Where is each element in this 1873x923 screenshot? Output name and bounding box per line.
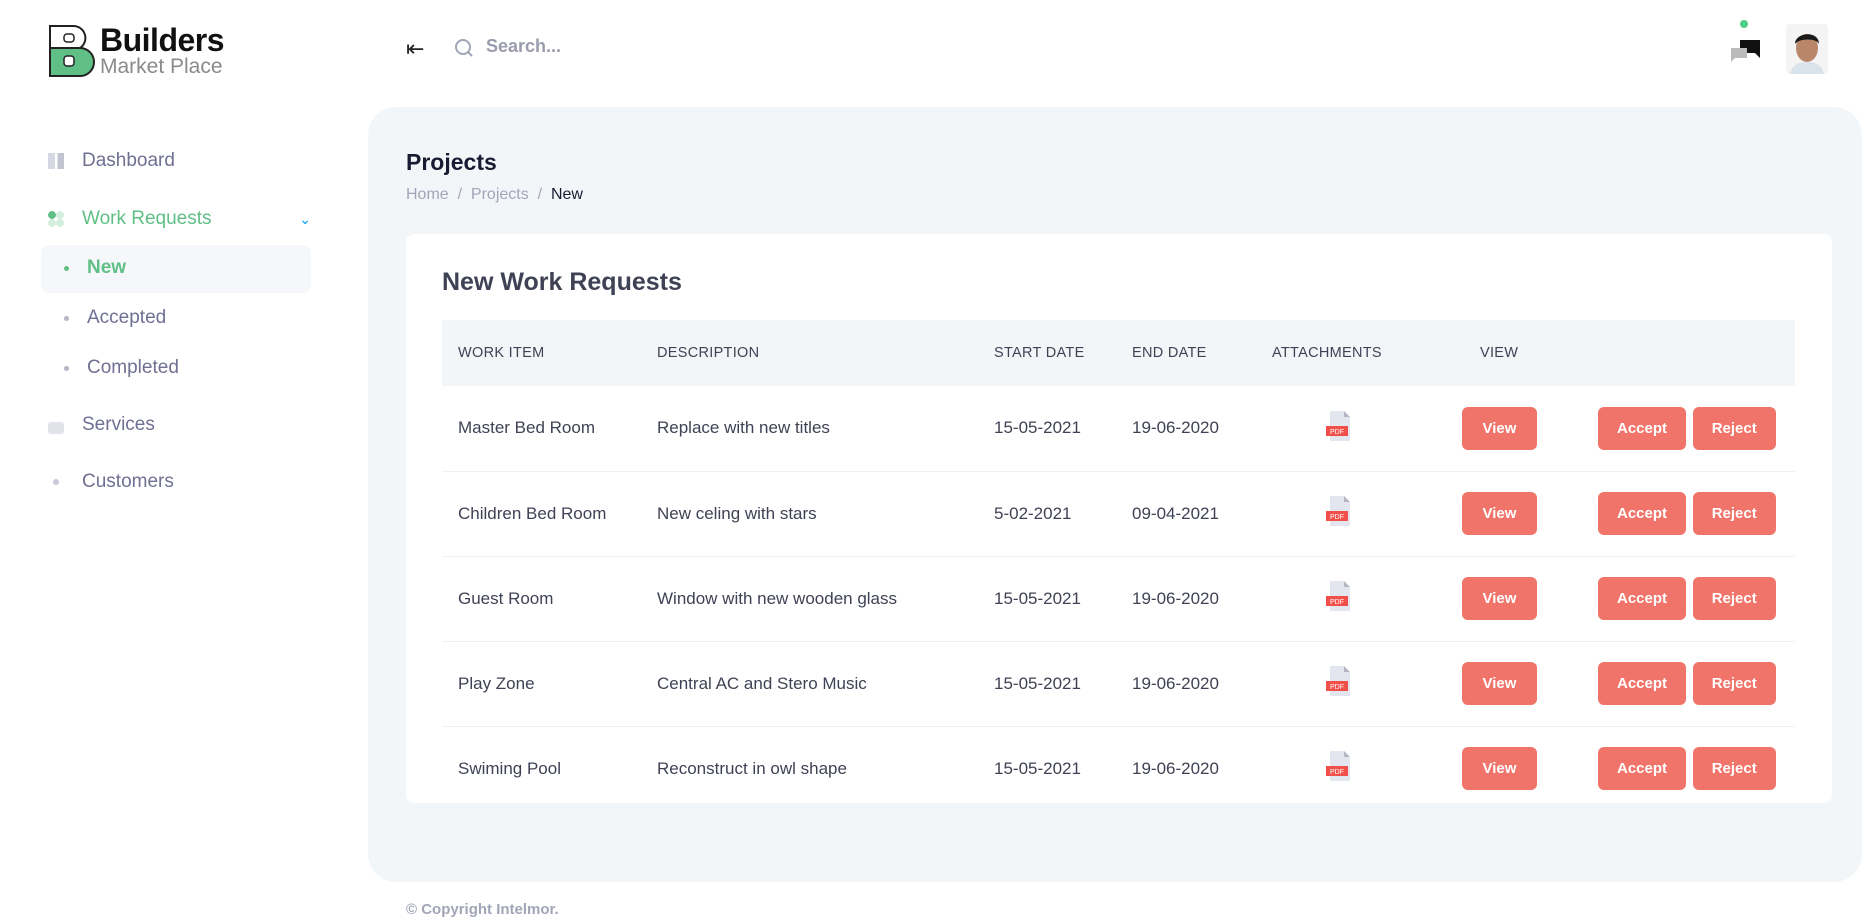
logo-icon <box>49 25 95 77</box>
sidebar-item-customers[interactable]: Customers <box>44 470 174 494</box>
table-row: Swiming Pool Reconstruct in owl shape 15… <box>442 726 1795 811</box>
col-work-item: WORK ITEM <box>442 320 657 386</box>
view-button[interactable]: View <box>1462 492 1537 535</box>
description: New celing with stars <box>657 471 994 557</box>
view-button[interactable]: View <box>1462 406 1537 450</box>
start-date: 15-05-2021 <box>994 556 1132 642</box>
description: Window with new wooden glass <box>657 556 994 642</box>
accept-button[interactable]: Accept <box>1598 406 1686 450</box>
avatar[interactable] <box>1786 24 1828 74</box>
sidebar-subitem-new[interactable]: New <box>64 257 126 279</box>
pdf-icon[interactable]: PDF <box>1326 495 1352 527</box>
reject-button[interactable]: Reject <box>1692 492 1776 535</box>
chat-icon[interactable] <box>1730 36 1762 62</box>
brand-tagline: Market Place <box>100 55 223 78</box>
work-item: Swiming Pool <box>458 758 561 778</box>
diamond-icon <box>44 470 68 494</box>
pdf-label: PDF <box>1330 599 1344 606</box>
pdf-icon[interactable]: PDF <box>1326 580 1352 612</box>
col-view: VIEW <box>1462 320 1572 386</box>
reject-button[interactable]: Reject <box>1692 577 1776 620</box>
accept-button[interactable]: Accept <box>1598 662 1686 705</box>
sidebar-subitem-label: Completed <box>87 357 179 378</box>
pdf-icon[interactable]: PDF <box>1326 410 1352 442</box>
start-date: 15-05-2021 <box>994 758 1081 778</box>
sidebar-subitem-completed[interactable]: Completed <box>64 357 179 379</box>
end-date: 09-04-2021 <box>1132 471 1272 557</box>
pdf-label: PDF <box>1330 684 1344 691</box>
reject-button[interactable]: Reject <box>1692 662 1776 705</box>
chevron-down-icon: ⌄ <box>299 210 311 227</box>
reject-button[interactable]: Reject <box>1692 747 1776 791</box>
pdf-icon[interactable]: PDF <box>1326 750 1352 782</box>
start-date: 5-02-2021 <box>994 471 1132 557</box>
col-start-date: START DATE <box>994 320 1132 386</box>
accept-button[interactable]: Accept <box>1598 492 1686 535</box>
table-row: Play Zone Central AC and Stero Music 15-… <box>442 641 1795 727</box>
collapse-left-icon[interactable]: ⇤ <box>406 36 425 61</box>
sidebar-subitem-label: Accepted <box>87 307 167 328</box>
view-button[interactable]: View <box>1462 577 1537 620</box>
pdf-label: PDF <box>1330 769 1344 776</box>
status-dot <box>1740 20 1748 28</box>
col-end-date: END DATE <box>1132 320 1272 386</box>
start-date: 15-05-2021 <box>994 386 1132 472</box>
work-item: Master Bed Room <box>442 386 657 472</box>
start-date: 15-05-2021 <box>994 641 1132 727</box>
end-date: 19-06-2020 <box>1132 556 1272 642</box>
card-title: New Work Requests <box>442 268 682 296</box>
accept-button[interactable]: Accept <box>1598 747 1686 791</box>
grid-icon <box>48 211 64 227</box>
pdf-label: PDF <box>1330 429 1344 436</box>
work-item: Guest Room <box>442 556 657 642</box>
work-requests-table: WORK ITEM DESCRIPTION START DATE END DAT… <box>442 320 1795 811</box>
view-button[interactable]: View <box>1462 662 1537 705</box>
accept-button[interactable]: Accept <box>1598 577 1686 620</box>
sidebar-subitem-accepted[interactable]: Accepted <box>64 307 166 329</box>
reject-button[interactable]: Reject <box>1692 406 1776 450</box>
end-date: 19-06-2020 <box>1132 641 1272 727</box>
dashboard-icon <box>48 153 64 169</box>
breadcrumb-projects[interactable]: Projects <box>470 186 529 203</box>
sidebar-item-label: Customers <box>82 471 174 492</box>
description: Central AC and Stero Music <box>657 641 994 727</box>
pdf-label: PDF <box>1330 514 1344 521</box>
sidebar-item-label: Services <box>82 414 155 435</box>
breadcrumb-current: New <box>550 186 583 203</box>
page-title: Projects <box>406 149 497 175</box>
table-header: WORK ITEM DESCRIPTION START DATE END DAT… <box>442 320 1795 386</box>
footer-copyright: © Copyright Intelmor. <box>406 901 559 918</box>
table-row: Children Bed Room New celing with stars … <box>442 471 1795 557</box>
end-date: 19-06-2020 <box>1132 386 1272 472</box>
search-icon <box>455 39 473 57</box>
col-actions <box>1572 320 1795 386</box>
sidebar-active-bg <box>41 245 311 293</box>
col-description: DESCRIPTION <box>657 320 994 386</box>
description: Replace with new titles <box>657 386 994 472</box>
table-row: Guest Room Window with new wooden glass … <box>442 556 1795 642</box>
brand-name: Builders <box>100 22 225 58</box>
breadcrumb-home[interactable]: Home <box>406 186 449 203</box>
lock-icon <box>48 422 64 434</box>
work-item: Children Bed Room <box>442 471 657 557</box>
sidebar-item-label: Dashboard <box>82 150 175 171</box>
end-date: 19-06-2020 <box>1132 758 1219 778</box>
description: Reconstruct in owl shape <box>657 758 847 778</box>
sidebar-item-label: Work Requests <box>82 208 212 229</box>
breadcrumb: Home / Projects / New <box>406 186 583 203</box>
sidebar-item-work-requests[interactable]: Work Requests ⌄ <box>48 208 311 230</box>
col-attachments: ATTACHMENTS <box>1272 320 1462 386</box>
table-row: Master Bed Room Replace with new titles … <box>442 386 1795 472</box>
sidebar-item-dashboard[interactable]: Dashboard <box>48 150 175 172</box>
sidebar-item-services[interactable]: Services <box>48 414 155 436</box>
pdf-icon[interactable]: PDF <box>1326 665 1352 697</box>
work-item: Play Zone <box>442 641 657 727</box>
search-input[interactable] <box>486 36 786 57</box>
sidebar-subitem-label: New <box>87 257 127 278</box>
view-button[interactable]: View <box>1462 747 1537 791</box>
